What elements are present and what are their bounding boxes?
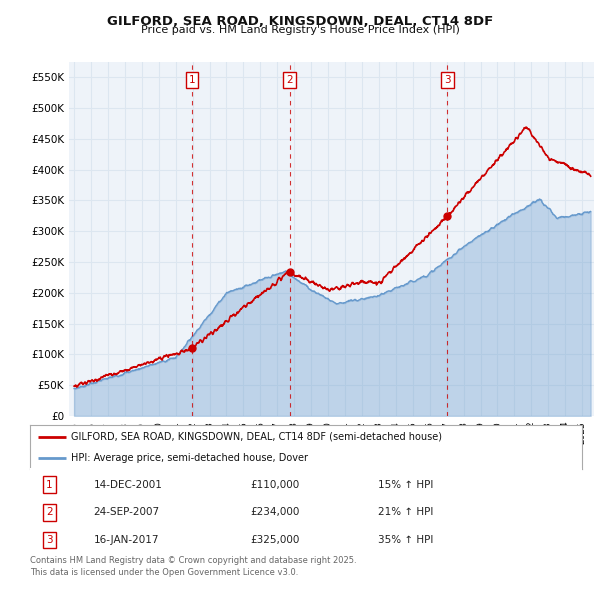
Text: 1: 1 <box>46 480 53 490</box>
Text: 2: 2 <box>46 507 53 517</box>
Text: 2: 2 <box>286 75 293 85</box>
Text: GILFORD, SEA ROAD, KINGSDOWN, DEAL, CT14 8DF: GILFORD, SEA ROAD, KINGSDOWN, DEAL, CT14… <box>107 15 493 28</box>
Text: £234,000: £234,000 <box>251 507 300 517</box>
Text: 14-DEC-2001: 14-DEC-2001 <box>94 480 163 490</box>
Text: £110,000: £110,000 <box>251 480 300 490</box>
Text: 24-SEP-2007: 24-SEP-2007 <box>94 507 160 517</box>
Text: HPI: Average price, semi-detached house, Dover: HPI: Average price, semi-detached house,… <box>71 453 308 463</box>
Text: Price paid vs. HM Land Registry's House Price Index (HPI): Price paid vs. HM Land Registry's House … <box>140 25 460 35</box>
Text: 21% ↑ HPI: 21% ↑ HPI <box>378 507 433 517</box>
Text: 3: 3 <box>444 75 451 85</box>
Text: 16-JAN-2017: 16-JAN-2017 <box>94 535 159 545</box>
Text: GILFORD, SEA ROAD, KINGSDOWN, DEAL, CT14 8DF (semi-detached house): GILFORD, SEA ROAD, KINGSDOWN, DEAL, CT14… <box>71 432 442 442</box>
Text: £325,000: £325,000 <box>251 535 300 545</box>
Text: 15% ↑ HPI: 15% ↑ HPI <box>378 480 433 490</box>
Text: 3: 3 <box>46 535 53 545</box>
Text: 1: 1 <box>188 75 195 85</box>
Text: Contains HM Land Registry data © Crown copyright and database right 2025.
This d: Contains HM Land Registry data © Crown c… <box>30 556 356 576</box>
Text: 35% ↑ HPI: 35% ↑ HPI <box>378 535 433 545</box>
